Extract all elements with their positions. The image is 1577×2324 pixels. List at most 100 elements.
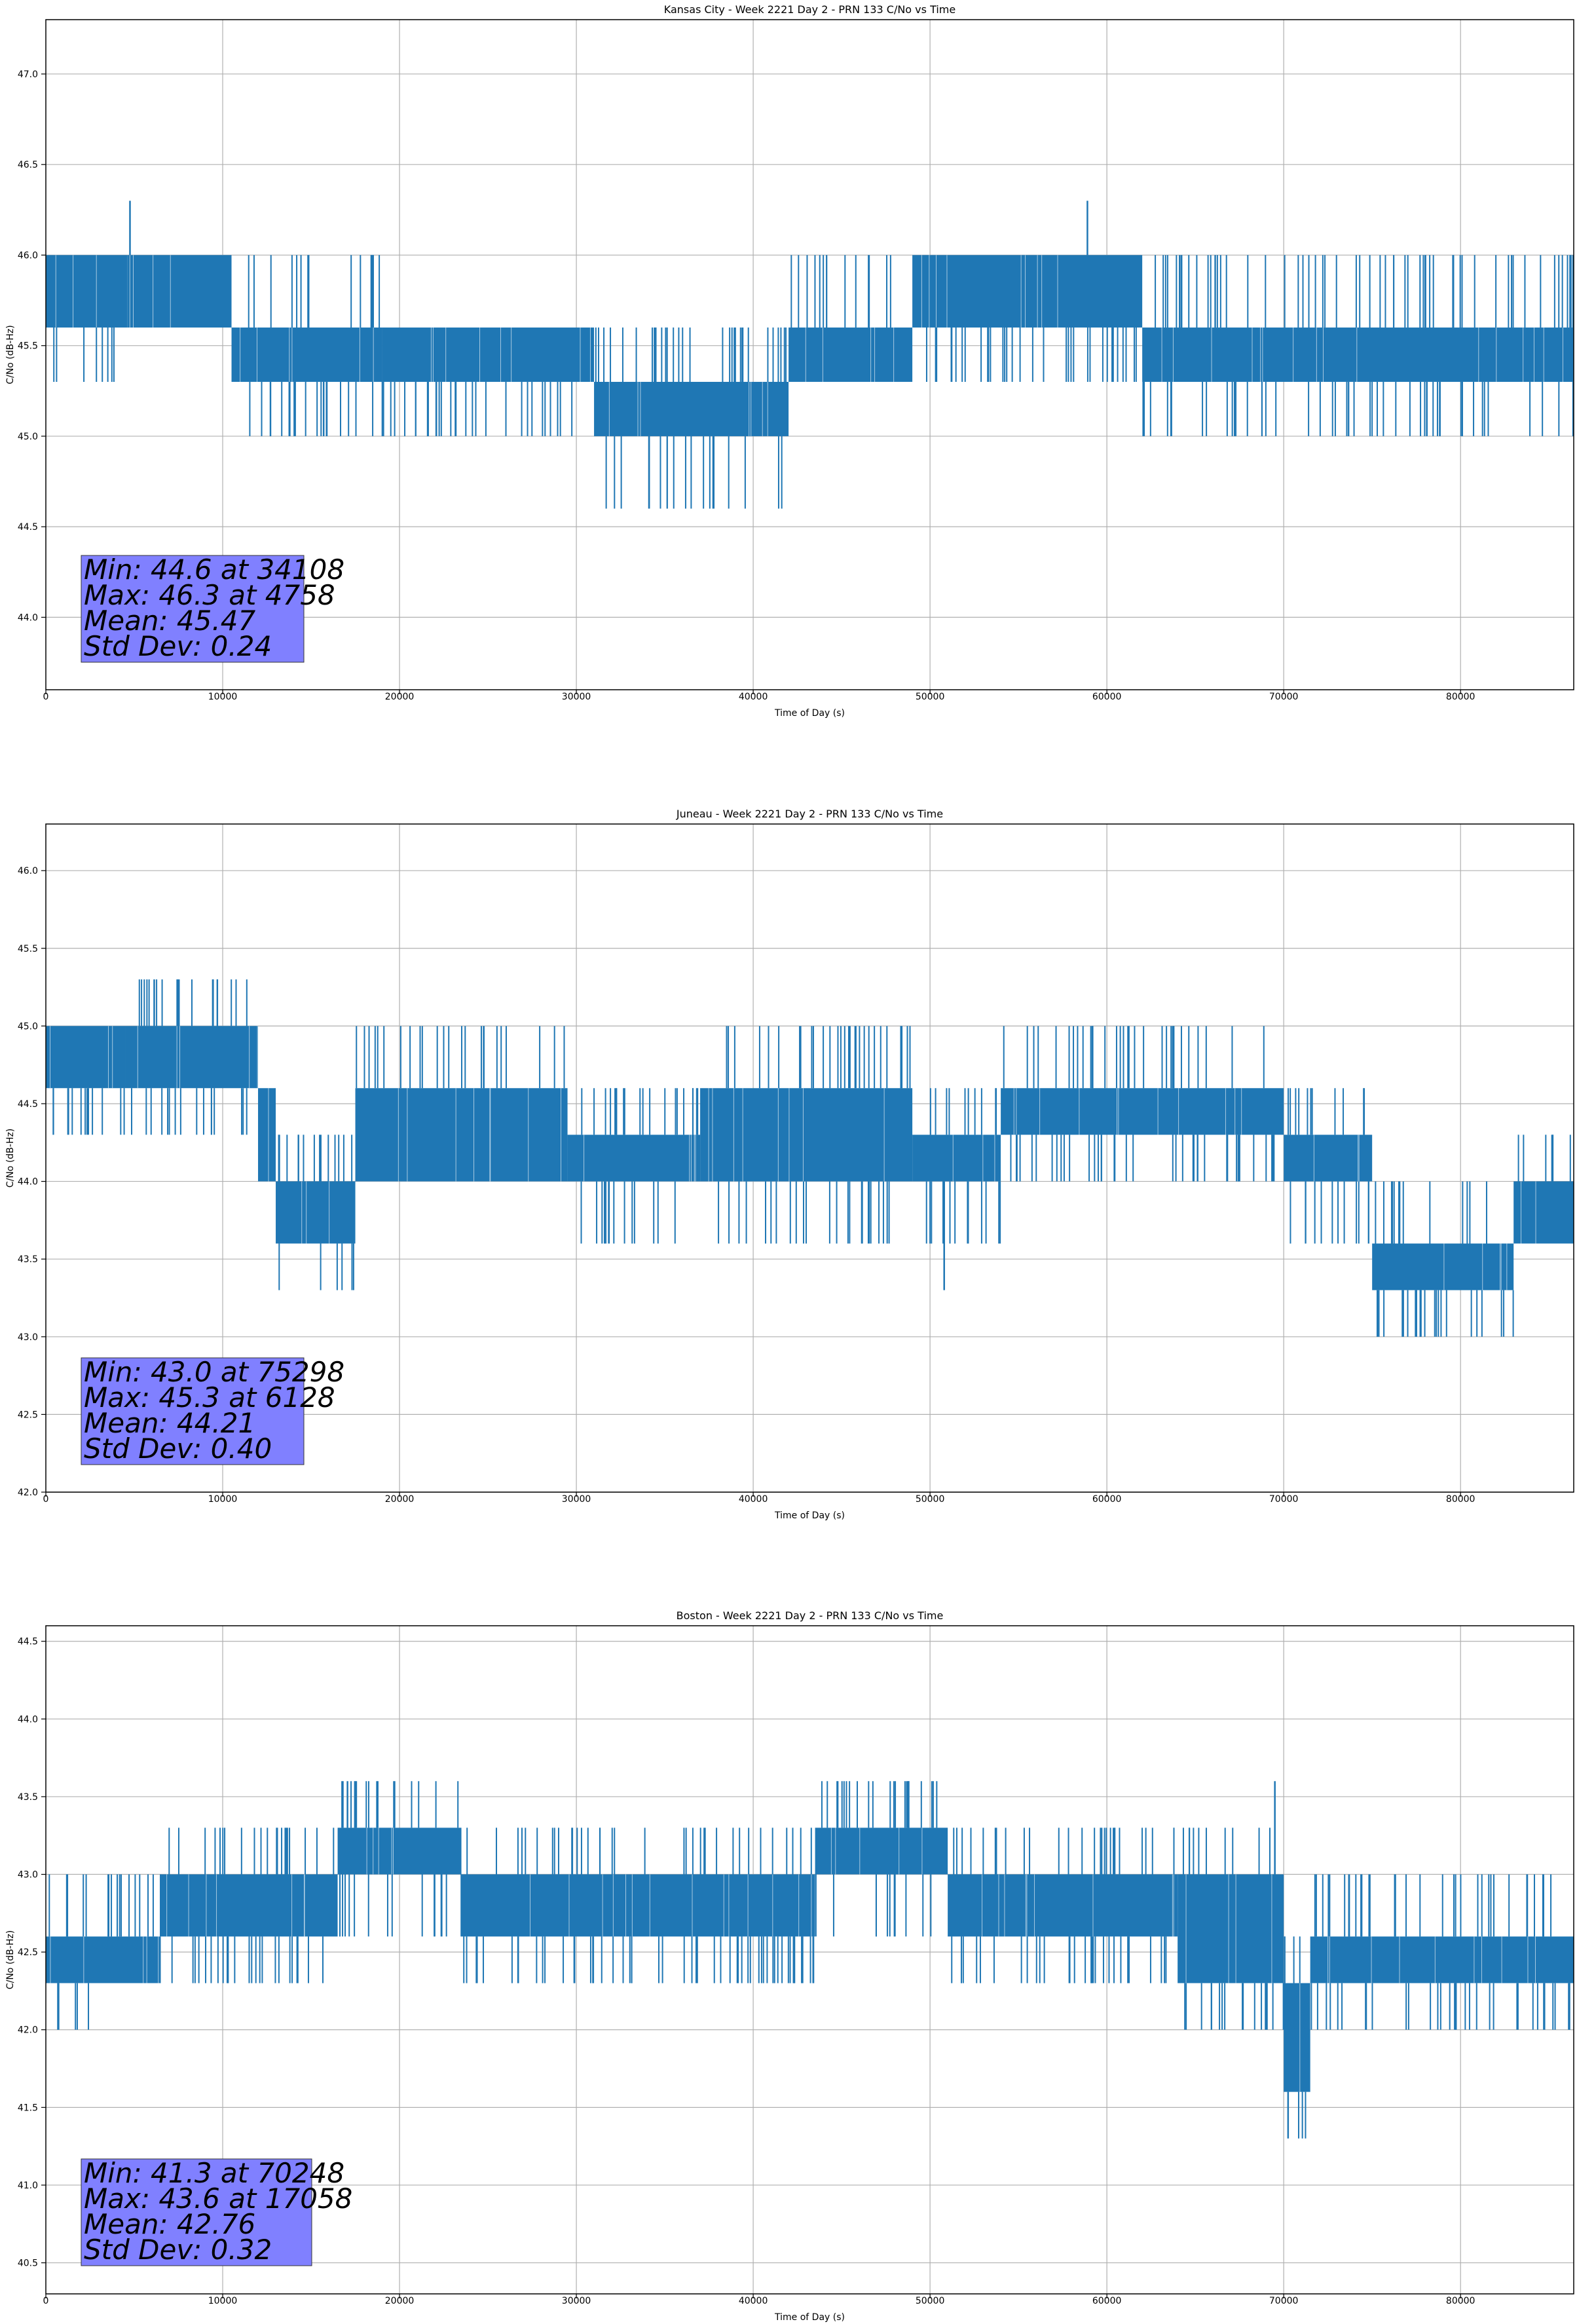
x-tick-label: 30000 <box>562 692 591 702</box>
y-axis-label: C/No (dB-Hz) <box>5 1129 16 1188</box>
signal-band <box>46 1026 126 1089</box>
x-tick-label: 80000 <box>1446 692 1475 702</box>
signal-band <box>1001 1088 1284 1135</box>
y-tick-label: 40.5 <box>18 2258 38 2269</box>
x-tick-label: 80000 <box>1446 1494 1475 1505</box>
x-tick-label: 0 <box>43 1494 49 1505</box>
stats-line: Max: 46.3 at 4758 <box>84 579 335 611</box>
y-tick-label: 43.0 <box>18 1870 38 1881</box>
stats-line: Min: 43.0 at 75298 <box>84 1356 344 1388</box>
signal-band <box>1178 1874 1284 1983</box>
x-tick-label: 0 <box>43 692 49 702</box>
y-tick-label: 44.0 <box>18 1177 38 1188</box>
signal-band <box>815 1827 948 1875</box>
y-tick-label: 44.5 <box>18 1637 38 1647</box>
x-axis-label: Time of Day (s) <box>774 2312 845 2323</box>
y-tick-label: 45.5 <box>18 341 38 352</box>
stats-box-background <box>81 2158 312 2266</box>
y-tick-label: 43.0 <box>18 1332 38 1343</box>
chart-0: 0 10000 20000 30000 40000 50000 60000 70000 8000… <box>5 3 1574 719</box>
signal-band <box>1284 1134 1373 1182</box>
signal-band <box>788 328 913 382</box>
plot-frame <box>45 823 1574 1493</box>
stats-line: Min: 44.6 at 34108 <box>84 553 344 586</box>
x-tick-label: 80000 <box>1446 2296 1475 2306</box>
stats-line: Max: 43.6 at 17058 <box>84 2183 352 2215</box>
x-tick-label: 50000 <box>916 1494 945 1505</box>
series-cno <box>46 1781 1574 2139</box>
y-tick-label: 46.0 <box>18 250 38 261</box>
signal-band <box>382 328 595 382</box>
x-tick-label: 70000 <box>1269 1494 1299 1505</box>
x-tick-label: 0 <box>43 2296 49 2306</box>
chart-2: 0 10000 20000 30000 40000 50000 60000 70000 8000… <box>5 1609 1574 2323</box>
stats-line: Mean: 44.21 <box>84 1407 255 1439</box>
signal-band <box>231 328 382 382</box>
y-tick-label: 41.0 <box>18 2181 38 2191</box>
signal-band <box>912 255 1143 328</box>
plot-frame <box>45 1625 1574 2295</box>
y-tick-label: 43.5 <box>18 1792 38 1803</box>
x-tick-label: 20000 <box>385 1494 415 1505</box>
x-tick-label: 30000 <box>562 1494 591 1505</box>
stats-line: Max: 45.3 at 6128 <box>84 1381 335 1414</box>
x-tick-label: 10000 <box>208 692 238 702</box>
stats-box-background <box>81 1357 305 1465</box>
y-tick-label: 45.5 <box>18 944 38 954</box>
x-tick-label: 50000 <box>916 692 945 702</box>
y-tick-label: 43.5 <box>18 1254 38 1265</box>
signal-band <box>567 1134 701 1182</box>
series-cno <box>46 979 1574 1337</box>
signal-band <box>700 1088 913 1182</box>
y-axis-label: C/No (dB-Hz) <box>5 325 16 384</box>
plot-frame <box>45 19 1574 690</box>
y-tick-label: 42.0 <box>18 2025 38 2036</box>
stats-line: Mean: 45.47 <box>84 605 255 637</box>
signal-band <box>46 1936 90 1983</box>
x-tick-label: 40000 <box>739 692 768 702</box>
stats-line: Std Dev: 0.40 <box>84 1433 272 1465</box>
signal-band <box>461 1874 815 1937</box>
y-tick-label: 42.5 <box>18 1410 38 1420</box>
x-tick-label: 40000 <box>739 1494 768 1505</box>
x-tick-label: 10000 <box>208 1494 238 1505</box>
chart-title: Kansas City - Week 2221 Day 2 - PRN 133 … <box>664 3 955 16</box>
y-tick-label: 44.5 <box>18 1099 38 1110</box>
stats-line: Std Dev: 0.24 <box>84 630 272 662</box>
y-tick-label: 44.0 <box>18 612 38 623</box>
stats-line: Mean: 42.76 <box>84 2208 255 2240</box>
signal-band <box>912 1134 1001 1182</box>
chart-title: Juneau - Week 2221 Day 2 - PRN 133 C/No … <box>676 808 943 820</box>
x-tick-label: 20000 <box>385 2296 415 2306</box>
y-tick-label: 45.0 <box>18 432 38 442</box>
y-tick-label: 46.5 <box>18 160 38 170</box>
y-axis-label: C/No (dB-Hz) <box>5 1930 16 1989</box>
x-tick-label: 70000 <box>1269 2296 1299 2306</box>
signal-band <box>1142 328 1574 382</box>
signal-band <box>1284 1983 1310 2092</box>
signal-band <box>90 1936 161 1983</box>
signal-band <box>127 255 232 328</box>
stats-line: Std Dev: 0.32 <box>84 2234 272 2266</box>
y-tick-label: 44.0 <box>18 1714 38 1725</box>
signal-band <box>948 1874 1178 1937</box>
y-tick-label: 42.5 <box>18 1947 38 1958</box>
signal-band <box>125 1026 259 1089</box>
stats-line: Min: 41.3 at 70248 <box>84 2157 344 2189</box>
signal-band <box>355 1088 568 1182</box>
signal-band <box>1372 1243 1514 1290</box>
chart-title: Boston - Week 2221 Day 2 - PRN 133 C/No … <box>677 1609 944 1622</box>
x-tick-label: 50000 <box>916 2296 945 2306</box>
signal-band <box>594 381 789 436</box>
x-tick-label: 30000 <box>562 2296 591 2306</box>
signal-band <box>46 255 128 328</box>
signal-band <box>1513 1181 1574 1244</box>
signal-band <box>337 1827 462 1875</box>
signal-band <box>1310 1936 1574 1983</box>
x-tick-label: 10000 <box>208 2296 238 2306</box>
x-tick-label: 40000 <box>739 2296 768 2306</box>
signal-band <box>276 1181 356 1244</box>
